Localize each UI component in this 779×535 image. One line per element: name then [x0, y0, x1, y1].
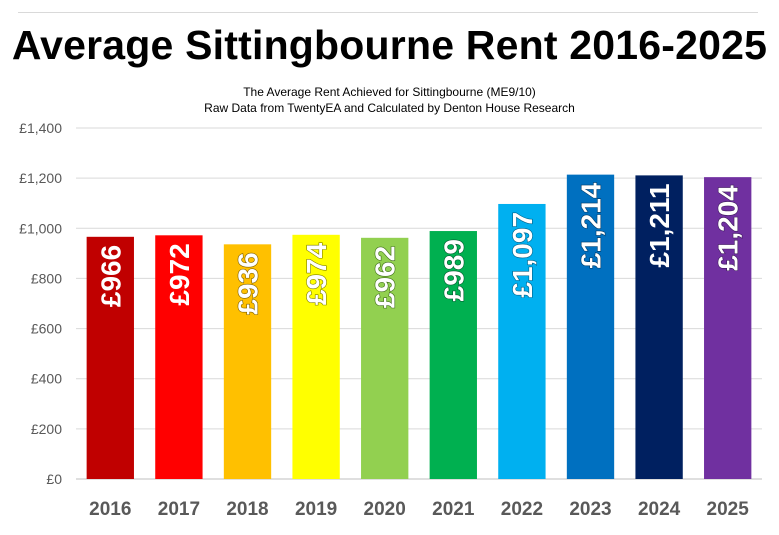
y-tick-label: £1,400	[19, 120, 62, 136]
x-tick-label: 2023	[569, 499, 611, 520]
y-tick-label: £800	[31, 270, 62, 286]
data-label: £962	[370, 246, 401, 308]
data-label: £936	[232, 252, 263, 314]
bar	[635, 175, 683, 479]
x-tick-label: 2021	[432, 499, 475, 520]
data-label: £1,097	[507, 212, 538, 298]
x-tick-label: 2017	[158, 499, 200, 520]
data-label: £1,214	[576, 182, 607, 268]
bar	[566, 174, 615, 479]
y-tick-label: £0	[46, 471, 62, 487]
bar	[361, 237, 409, 479]
x-tick-label: 2022	[501, 499, 543, 520]
x-tick-label: 2020	[364, 499, 406, 520]
bar	[223, 244, 272, 479]
data-label: £1,211	[644, 183, 675, 267]
bar	[498, 203, 546, 479]
x-tick-label: 2024	[638, 499, 681, 520]
x-tick-label: 2019	[295, 499, 337, 520]
x-tick-label: 2018	[226, 499, 268, 520]
bar	[155, 235, 203, 479]
bar	[292, 234, 340, 479]
top-rule	[18, 12, 758, 13]
data-label: £989	[438, 239, 469, 301]
data-label: £974	[301, 242, 332, 305]
y-tick-label: £200	[31, 421, 62, 437]
chart-subtitle: The Average Rent Achieved for Sittingbou…	[243, 85, 536, 99]
bar	[704, 177, 752, 479]
data-label: £972	[164, 243, 195, 305]
y-tick-label: £400	[31, 371, 62, 387]
x-tick-label: 2025	[707, 499, 750, 520]
data-label: £966	[95, 245, 126, 307]
y-tick-label: £1,200	[19, 170, 62, 186]
y-tick-label: £1,000	[19, 220, 62, 236]
chart-subtitle-source: Raw Data from TwentyEA and Calculated by…	[204, 101, 575, 115]
bar	[429, 231, 477, 479]
y-tick-label: £600	[31, 321, 62, 337]
data-label: £1,204	[713, 185, 744, 271]
chart-title: Average Sittingbourne Rent 2016-2025	[11, 22, 768, 68]
x-tick-label: 2016	[89, 499, 131, 520]
bar	[86, 236, 134, 479]
